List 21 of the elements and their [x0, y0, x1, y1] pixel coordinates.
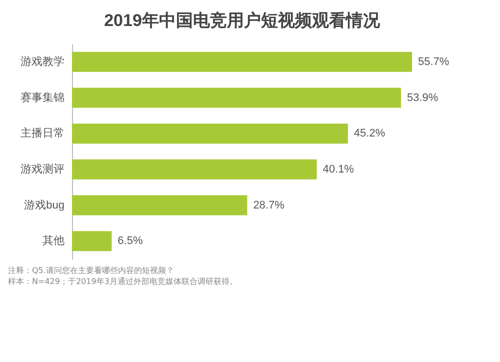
- bar: [72, 124, 348, 144]
- data-label: 6.5%: [118, 235, 143, 248]
- data-label: 40.1%: [322, 163, 354, 176]
- y-tick-label: 主播日常: [20, 126, 64, 140]
- y-tick-label: 游戏bug: [24, 198, 64, 212]
- y-tick-label: 游戏测评: [20, 162, 64, 176]
- data-label: 45.2%: [354, 128, 386, 140]
- text: 样本：N=429；于2019年3月通过外部电竞媒体联合调研获得。: [8, 276, 238, 287]
- y-tick-label: 其他: [42, 234, 64, 248]
- data-label: 53.9%: [407, 92, 438, 104]
- text: 注释：Q5.请问您在主要看哪些内容的短视频？: [8, 265, 175, 276]
- y-tick-label: 游戏教学: [20, 54, 64, 68]
- data-label: 28.7%: [253, 199, 285, 212]
- bar: [72, 159, 317, 180]
- bar: [72, 88, 402, 108]
- bar: [72, 195, 248, 216]
- bar: [72, 231, 112, 252]
- data-label: 55.7%: [418, 56, 450, 68]
- chart-title: 2019年中国电竞用户短视频观看情况: [104, 11, 381, 30]
- bar: [72, 52, 412, 72]
- y-tick-label: 赛事集锦: [20, 90, 64, 104]
